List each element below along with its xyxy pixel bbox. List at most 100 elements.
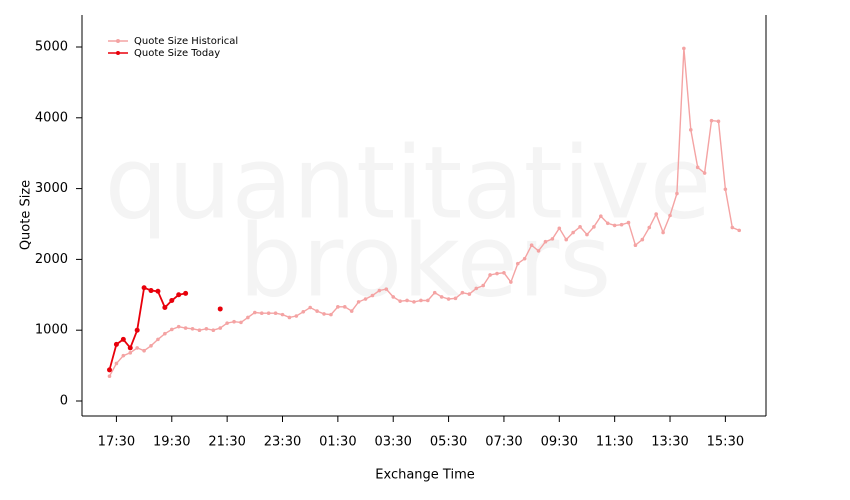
point bbox=[426, 298, 430, 303]
point bbox=[204, 326, 209, 331]
point bbox=[467, 292, 472, 296]
point bbox=[114, 361, 119, 366]
point bbox=[294, 314, 299, 318]
point bbox=[723, 187, 728, 192]
legend-swatch bbox=[116, 39, 120, 43]
point bbox=[280, 312, 285, 317]
point bbox=[148, 288, 154, 294]
point bbox=[460, 290, 465, 295]
point bbox=[509, 280, 513, 284]
point bbox=[127, 345, 133, 351]
point bbox=[232, 319, 236, 324]
point bbox=[225, 321, 229, 325]
point bbox=[134, 327, 140, 333]
point bbox=[716, 119, 721, 124]
point bbox=[113, 341, 119, 347]
point bbox=[688, 128, 693, 132]
point bbox=[315, 309, 319, 313]
point bbox=[183, 290, 189, 296]
point bbox=[675, 191, 679, 196]
point bbox=[502, 271, 506, 275]
point bbox=[155, 288, 161, 294]
x-tick-label: 17:30 bbox=[98, 435, 135, 450]
watermark: quantitative bbox=[105, 124, 712, 241]
y-tick-label: 1000 bbox=[35, 323, 68, 338]
x-tick-label: 05:30 bbox=[430, 435, 467, 450]
point bbox=[647, 225, 652, 230]
point bbox=[121, 353, 126, 358]
point bbox=[176, 324, 181, 329]
point bbox=[612, 223, 617, 228]
legend-swatch bbox=[116, 51, 120, 55]
point bbox=[308, 305, 312, 310]
point bbox=[342, 305, 347, 309]
x-axis-label: Exchange Time bbox=[375, 468, 474, 483]
point bbox=[599, 214, 603, 219]
point bbox=[259, 311, 264, 316]
point bbox=[405, 298, 409, 303]
point bbox=[633, 243, 638, 248]
y-tick-label: 5000 bbox=[35, 40, 68, 55]
point bbox=[190, 326, 195, 331]
point bbox=[578, 225, 582, 229]
point bbox=[128, 351, 133, 355]
y-tick-label: 3000 bbox=[35, 181, 68, 196]
point bbox=[107, 374, 112, 379]
point bbox=[142, 348, 146, 353]
point bbox=[419, 298, 423, 303]
x-tick-label: 07:30 bbox=[485, 435, 522, 450]
point bbox=[169, 297, 175, 303]
point bbox=[661, 230, 665, 235]
point bbox=[585, 232, 589, 237]
x-tick-label: 23:30 bbox=[264, 435, 301, 450]
point bbox=[239, 320, 243, 325]
point bbox=[384, 287, 389, 291]
x-tick-label: 21:30 bbox=[208, 435, 245, 450]
x-tick-label: 15:30 bbox=[707, 435, 744, 450]
x-tick-label: 19:30 bbox=[153, 435, 190, 450]
point bbox=[287, 315, 292, 320]
x-tick-label: 09:30 bbox=[541, 435, 578, 450]
y-tick-label: 2000 bbox=[35, 252, 68, 267]
watermark: brokers bbox=[239, 202, 612, 319]
point bbox=[488, 273, 492, 277]
point bbox=[453, 296, 458, 301]
point bbox=[564, 237, 569, 242]
point bbox=[370, 293, 375, 298]
point bbox=[439, 295, 444, 299]
point bbox=[529, 243, 534, 248]
point bbox=[163, 331, 167, 336]
point bbox=[557, 226, 562, 231]
point bbox=[141, 285, 147, 291]
x-tick-label: 13:30 bbox=[651, 435, 688, 450]
point bbox=[329, 312, 333, 317]
point bbox=[619, 222, 624, 227]
point bbox=[474, 286, 479, 291]
point bbox=[273, 311, 278, 316]
point bbox=[605, 221, 610, 226]
point bbox=[156, 337, 160, 342]
point bbox=[336, 305, 340, 309]
point bbox=[668, 213, 672, 218]
point bbox=[432, 290, 437, 295]
point bbox=[446, 297, 451, 301]
point bbox=[481, 283, 485, 288]
point bbox=[377, 288, 382, 293]
point bbox=[176, 292, 182, 298]
point bbox=[495, 271, 499, 276]
y-tick-label: 0 bbox=[60, 393, 68, 408]
y-tick-label: 4000 bbox=[35, 110, 68, 125]
point bbox=[695, 165, 700, 170]
point bbox=[412, 300, 416, 304]
x-tick-label: 03:30 bbox=[374, 435, 411, 450]
legend-label: Quote Size Historical bbox=[134, 36, 238, 47]
point bbox=[640, 237, 645, 242]
point bbox=[356, 300, 361, 304]
point bbox=[515, 261, 520, 266]
point bbox=[246, 315, 250, 320]
point bbox=[266, 311, 271, 316]
point bbox=[550, 237, 555, 241]
point bbox=[183, 326, 188, 330]
point bbox=[626, 220, 631, 225]
